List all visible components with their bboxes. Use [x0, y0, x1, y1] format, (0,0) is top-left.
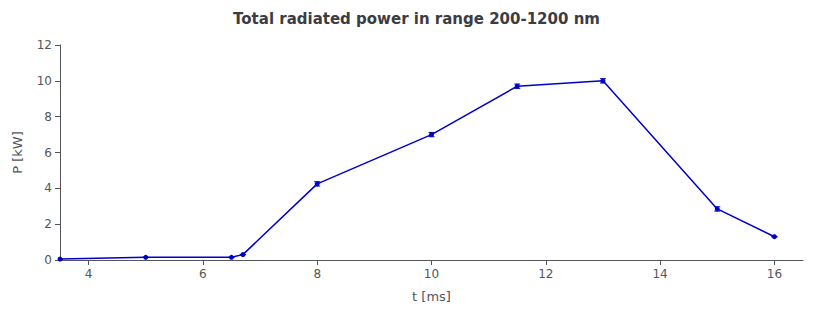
svg-text:4: 4 [44, 181, 52, 195]
svg-text:P [kW]: P [kW] [10, 131, 25, 174]
svg-text:4: 4 [85, 267, 93, 281]
svg-text:12: 12 [37, 38, 52, 52]
svg-text:t [ms]: t [ms] [412, 289, 451, 304]
svg-text:6: 6 [44, 146, 52, 160]
svg-text:6: 6 [199, 267, 207, 281]
svg-text:Total radiated power in range: Total radiated power in range 200-1200 n… [233, 10, 600, 28]
svg-text:8: 8 [313, 267, 321, 281]
svg-text:10: 10 [37, 74, 52, 88]
svg-text:2: 2 [44, 217, 52, 231]
svg-text:8: 8 [44, 110, 52, 124]
svg-text:14: 14 [652, 267, 667, 281]
svg-text:16: 16 [767, 267, 782, 281]
svg-text:0: 0 [44, 253, 52, 267]
svg-text:10: 10 [424, 267, 439, 281]
svg-text:12: 12 [538, 267, 553, 281]
